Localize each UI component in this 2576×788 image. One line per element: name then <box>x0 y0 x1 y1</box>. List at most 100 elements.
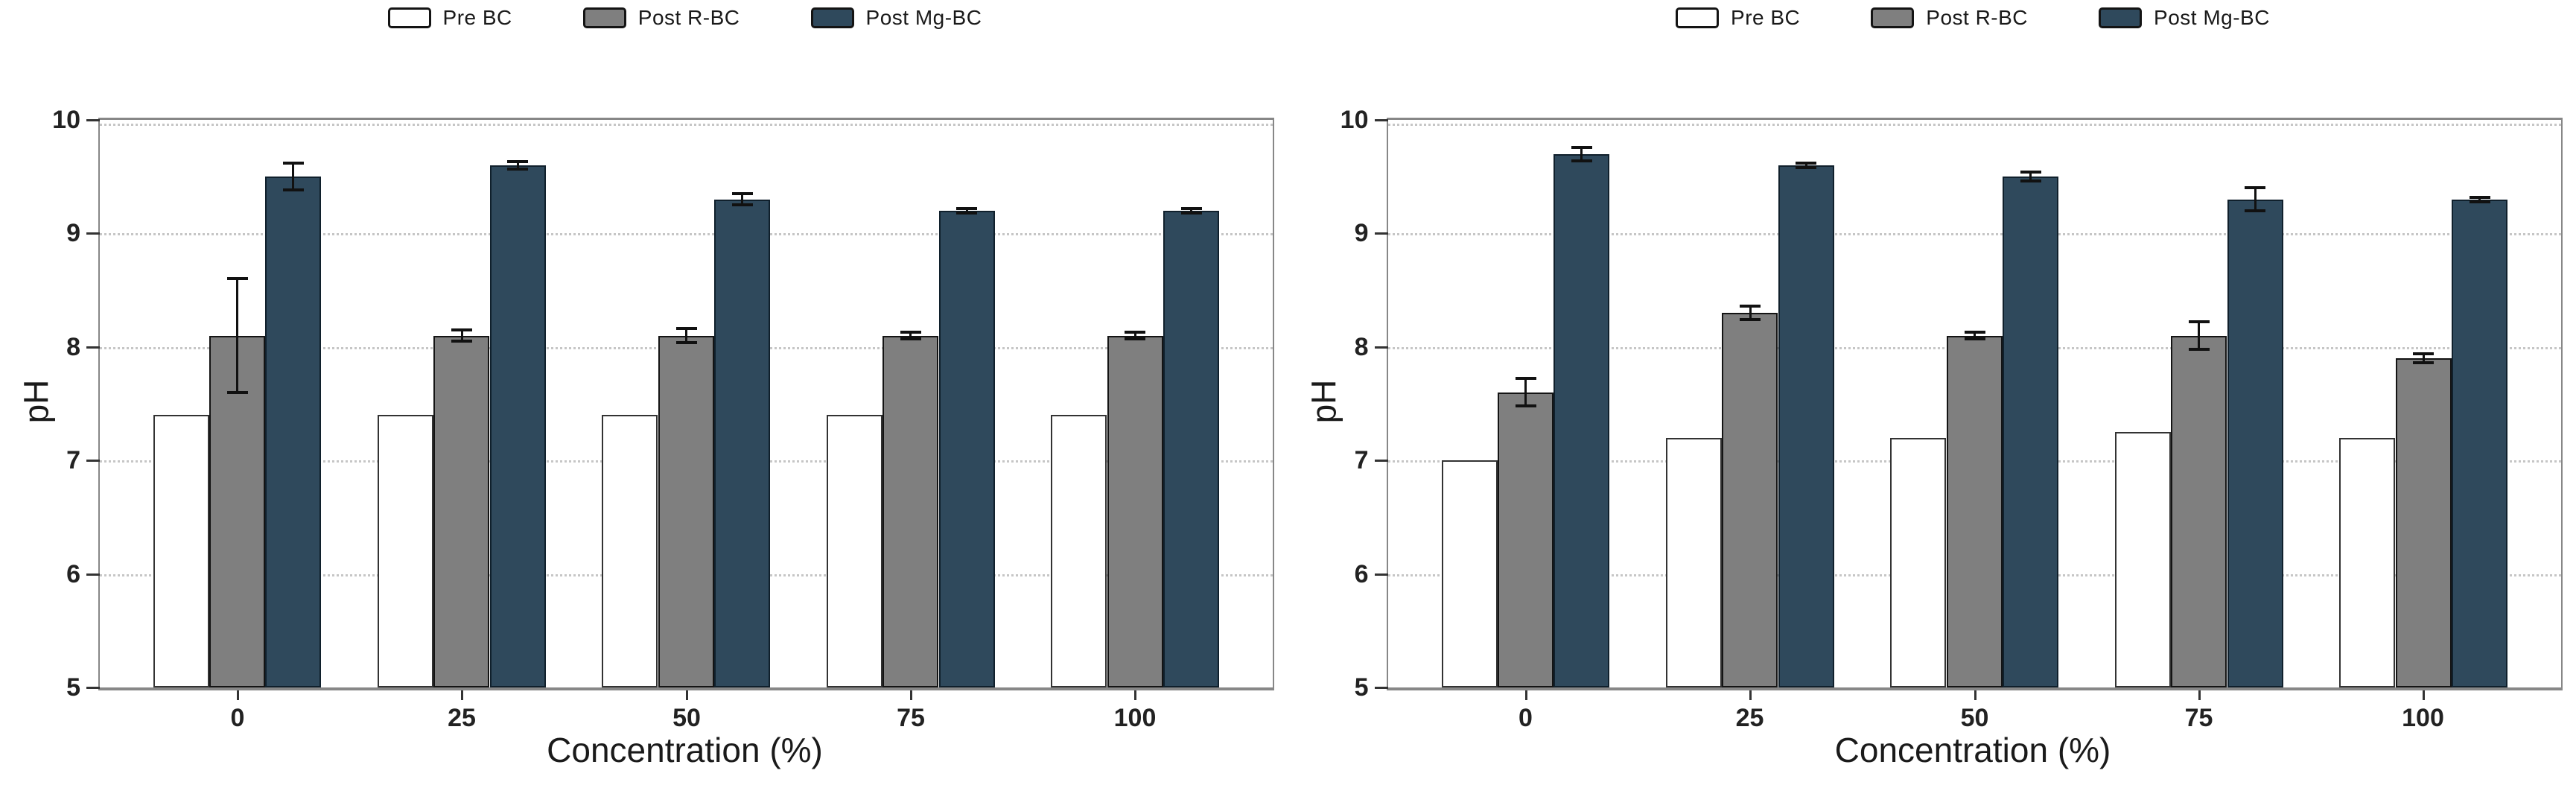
error-bar <box>2029 172 2032 181</box>
y-tick <box>86 460 100 462</box>
error-bar-cap <box>1125 337 1145 340</box>
y-tick-label: 10 <box>52 106 80 134</box>
error-bar-cap <box>227 277 248 280</box>
gridline <box>100 124 1273 126</box>
y-tick-label: 6 <box>1354 560 1369 588</box>
y-tick <box>1374 346 1388 349</box>
y-tick <box>86 687 100 689</box>
y-tick-label: 10 <box>1340 106 1369 134</box>
error-bar-cap <box>1125 331 1145 334</box>
error-bar-cap <box>1571 146 1592 149</box>
x-tick-label: 100 <box>2402 704 2444 732</box>
error-bar-cap <box>956 207 977 210</box>
bar-pre-bc-100 <box>2338 438 2395 687</box>
error-bar-cap <box>1964 337 1985 340</box>
error-bar-cap <box>227 391 248 394</box>
y-tick <box>1374 119 1388 121</box>
legend-item-post-mg-bc: Post Mg-BC <box>810 6 982 30</box>
x-tick-label: 50 <box>1960 704 1989 732</box>
legend-label-pre-bc: Pre BC <box>442 6 512 29</box>
x-tick <box>1134 690 1136 700</box>
y-tick-label: 8 <box>1354 333 1369 361</box>
bar-pre-bc-100 <box>1051 415 1107 687</box>
legend-label-post-r-bc: Post R-BC <box>1926 6 2029 29</box>
error-bar-cap <box>2469 200 2490 203</box>
error-bar-cap <box>1739 305 1761 308</box>
error-bar <box>2254 188 2257 210</box>
legend-item-post-mg-bc: Post Mg-BC <box>2099 6 2270 30</box>
bar-pre-bc-0 <box>1441 460 1498 687</box>
plot-area: 5 6 7 8 9 10 0 25 50 75 100 <box>52 106 1274 732</box>
legend-swatch-post-r-bc-icon <box>582 7 626 28</box>
error-bar-cap <box>1795 162 1816 165</box>
y-axis-label: pH <box>12 118 60 685</box>
x-tick-label: 50 <box>672 704 701 732</box>
error-bar-cap <box>2188 348 2210 351</box>
error-bar-cap <box>900 337 921 340</box>
gridline <box>1387 233 2561 235</box>
bar-post-mg-bc-75 <box>2227 200 2283 687</box>
bar-post-r-bc-50 <box>1946 336 2003 687</box>
error-bar-cap <box>1515 404 1536 407</box>
error-bar-cap <box>2469 196 2490 199</box>
bar-pre-bc-50 <box>1889 438 1946 687</box>
error-bar <box>236 279 238 392</box>
bar-post-mg-bc-50 <box>714 200 770 687</box>
error-bar-cap <box>507 168 528 171</box>
error-bar-cap <box>732 203 753 206</box>
y-tick-label: 9 <box>66 219 80 247</box>
bar-post-mg-bc-100 <box>2451 200 2507 687</box>
bar-pre-bc-50 <box>602 415 658 687</box>
x-tick <box>686 690 688 700</box>
y-tick <box>86 119 100 121</box>
y-tick-label: 5 <box>66 673 80 702</box>
y-tick-label: 7 <box>66 446 80 474</box>
bar-pre-bc-75 <box>827 415 882 687</box>
error-bar-cap <box>1739 318 1761 321</box>
error-bar-cap <box>1795 166 1816 169</box>
bar-post-r-bc-0 <box>209 336 265 687</box>
y-tick <box>1374 460 1388 462</box>
legend-swatch-post-r-bc-icon <box>1871 7 1915 28</box>
legend-label-post-mg-bc: Post Mg-BC <box>2154 6 2270 29</box>
x-tick-label: 25 <box>448 704 476 732</box>
error-bar <box>2478 197 2481 202</box>
error-bar <box>292 163 294 191</box>
y-tick-label: 8 <box>66 333 80 361</box>
y-axis-label-text: pH <box>1304 379 1343 424</box>
x-tick <box>237 690 239 700</box>
legend-item-post-r-bc: Post R-BC <box>1871 6 2028 30</box>
bar-pre-bc-25 <box>378 415 433 687</box>
bar-pre-bc-75 <box>2114 432 2171 687</box>
legend-label-post-r-bc: Post R-BC <box>637 6 740 29</box>
y-tick <box>1374 687 1388 689</box>
error-bar-cap <box>676 341 697 344</box>
legend-label-pre-bc: Pre BC <box>1731 6 1801 29</box>
y-tick-label: 5 <box>1354 673 1369 702</box>
error-bar-cap <box>2412 361 2434 364</box>
chart-panel-right: Pre BC Post R-BC Post Mg-BC pH 5 6 7 8 9 10 0 25 5… <box>1288 0 2576 788</box>
error-bar-cap <box>2020 171 2041 174</box>
legend-swatch-post-mg-bc-icon <box>2099 7 2143 28</box>
error-bar <box>685 328 687 342</box>
bar-post-r-bc-75 <box>882 336 938 687</box>
x-tick <box>2198 690 2201 700</box>
y-tick <box>86 232 100 235</box>
plot-area: 5 6 7 8 9 10 0 25 50 75 100 <box>1341 106 2563 732</box>
x-tick-label: 0 <box>230 704 245 732</box>
error-bar-cap <box>283 188 304 191</box>
y-tick-label: 6 <box>66 560 80 588</box>
error-bar <box>461 330 463 341</box>
y-axis-label-text: pH <box>16 379 55 424</box>
legend-swatch-pre-bc-icon <box>387 7 431 28</box>
error-bar <box>1190 209 1192 213</box>
error-bar-cap <box>507 160 528 163</box>
x-axis-label: Concentration (%) <box>1834 731 2111 769</box>
error-bar-cap <box>283 162 304 165</box>
bar-post-mg-bc-0 <box>1553 154 1609 687</box>
error-bar <box>1804 163 1807 168</box>
error-bar <box>1134 332 1136 339</box>
x-tick-label: 75 <box>2184 704 2213 732</box>
error-bar <box>966 209 968 213</box>
